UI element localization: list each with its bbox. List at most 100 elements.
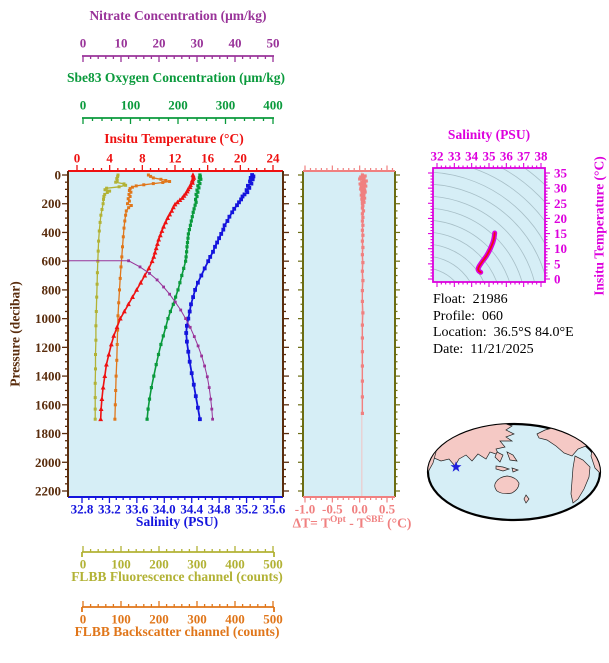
svg-text:-1.0: -1.0 (295, 502, 316, 517)
profile-series (68, 172, 256, 422)
delta-t-axis-title: ΔT= TOpt - TSBE (°C) (293, 515, 412, 531)
salinity-axis-title: Salinity (PSU) (135, 514, 219, 529)
float-id-label: Float: (433, 292, 466, 307)
profile-value: 060 (482, 308, 503, 324)
delta-t-curve (357, 173, 369, 415)
svg-text:35: 35 (483, 149, 497, 164)
svg-text:16: 16 (201, 151, 215, 166)
delta-t-label-part: (°C) (383, 515, 412, 531)
ts-temperature-axis-title: Insitu Temperature (°C) (591, 156, 607, 296)
oxygen-axis-title: Sbe83 Oxygen Concentration (μm/kg) (66, 70, 286, 85)
svg-text:200: 200 (42, 196, 62, 211)
svg-text:0.5: 0.5 (379, 502, 396, 517)
svg-text:0: 0 (80, 36, 87, 51)
svg-text:12: 12 (169, 151, 182, 166)
pressure-axis-title: Pressure (decibar) (7, 281, 23, 387)
svg-text:100: 100 (121, 98, 141, 113)
svg-text:32: 32 (431, 149, 444, 164)
svg-text:500: 500 (263, 557, 283, 572)
svg-text:36: 36 (500, 149, 514, 164)
location-row: Location: 36.5°S 84.0°E (433, 325, 574, 342)
svg-text:1400: 1400 (35, 369, 61, 384)
main-plot-area (68, 171, 283, 497)
svg-text:0: 0 (80, 98, 87, 113)
svg-text:0: 0 (80, 557, 87, 572)
svg-text:1200: 1200 (35, 340, 61, 355)
svg-text:300: 300 (216, 98, 236, 113)
svg-text:24: 24 (267, 151, 281, 166)
svg-text:1800: 1800 (35, 426, 61, 441)
location-value: 36.5°S 84.0°E (493, 325, 574, 340)
svg-text:50: 50 (267, 36, 280, 51)
ts-curve (475, 230, 498, 275)
svg-text:200: 200 (149, 612, 169, 627)
svg-text:1600: 1600 (35, 397, 61, 412)
temperature-axis-title: Insitu Temperature (°C) (104, 131, 244, 146)
svg-text:200: 200 (149, 557, 169, 572)
svg-text:20: 20 (153, 36, 166, 51)
world-map (426, 422, 602, 522)
svg-text:-0.5: -0.5 (322, 502, 343, 517)
svg-text:0: 0 (554, 272, 561, 287)
float-id-value: 21986 (472, 292, 508, 307)
svg-text:25: 25 (554, 196, 568, 211)
svg-text:2200: 2200 (35, 484, 61, 499)
svg-text:30: 30 (191, 36, 204, 51)
nitrate-axis: 0 10 20 30 40 50 (80, 36, 280, 62)
svg-text:2000: 2000 (35, 455, 61, 470)
svg-text:0.0: 0.0 (352, 502, 368, 517)
svg-text:30: 30 (554, 181, 567, 196)
svg-text:20: 20 (554, 211, 567, 226)
svg-text:32.8: 32.8 (71, 502, 94, 517)
fluorescence-axis: 0 100 200 300 400 500 (80, 546, 283, 572)
svg-text:500: 500 (263, 612, 283, 627)
svg-text:10: 10 (554, 241, 567, 256)
backscatter-axis-title: FLBB Backscatter channel (counts) (74, 624, 280, 639)
delta-t-label-part: ΔT= T (292, 515, 330, 531)
date-label: Date: (433, 341, 464, 357)
svg-text:34.8: 34.8 (208, 502, 231, 517)
svg-text:20: 20 (234, 151, 247, 166)
svg-text:0: 0 (55, 168, 62, 183)
svg-text:400: 400 (42, 225, 62, 240)
delta-t-label-sup-opt: Opt (329, 515, 346, 525)
svg-text:35.6: 35.6 (263, 502, 286, 517)
svg-text:10: 10 (115, 36, 128, 51)
svg-text:35: 35 (554, 166, 568, 181)
svg-text:200: 200 (168, 98, 188, 113)
oxygen-axis: 0 100 200 300 400 (80, 98, 283, 124)
svg-text:40: 40 (229, 36, 242, 51)
delta-t-label-part: - T (345, 515, 366, 531)
float-info-panel: Float: 21986 Profile: 060 Location: 36.5°S … (433, 292, 574, 358)
svg-text:1000: 1000 (35, 311, 61, 326)
delta-t-label-sup-sbe: SBE (365, 515, 384, 525)
float-id-row: Float: 21986 (433, 292, 574, 309)
profile-row: Profile: 060 (433, 309, 574, 326)
svg-text:100: 100 (111, 557, 131, 572)
svg-text:800: 800 (42, 282, 62, 297)
svg-text:0: 0 (80, 612, 87, 627)
svg-text:33: 33 (448, 149, 462, 164)
svg-text:300: 300 (187, 612, 207, 627)
svg-text:100: 100 (111, 612, 131, 627)
svg-text:5: 5 (554, 256, 561, 271)
float-location-star (450, 461, 462, 472)
delta-t-panel: -1.0 -0.5 0.0 0.5 (295, 165, 400, 517)
fluorescence-axis-title: FLBB Fluorescence channel (counts) (71, 569, 283, 584)
salinity-axis: 32.8 33.2 33.6 34.0 34.4 34.8 35.2 35.6 (68, 496, 286, 517)
svg-text:8: 8 (139, 151, 146, 166)
svg-text:4: 4 (106, 151, 113, 166)
svg-text:37: 37 (517, 149, 531, 164)
nitrate-axis-title: Nitrate Concentration (μm/kg) (89, 8, 267, 23)
svg-text:34.0: 34.0 (153, 502, 176, 517)
svg-text:33.2: 33.2 (98, 502, 121, 517)
temperature-curve (98, 172, 197, 422)
backscatter-axis: 0 100 200 300 400 500 (80, 601, 283, 627)
svg-text:400: 400 (263, 98, 283, 113)
temperature-axis: 0 4 8 12 16 20 24 (68, 151, 283, 172)
date-row: Date: 11/21/2025 (433, 342, 574, 359)
profile-label: Profile: (433, 308, 475, 324)
location-label: Location: (433, 325, 487, 340)
